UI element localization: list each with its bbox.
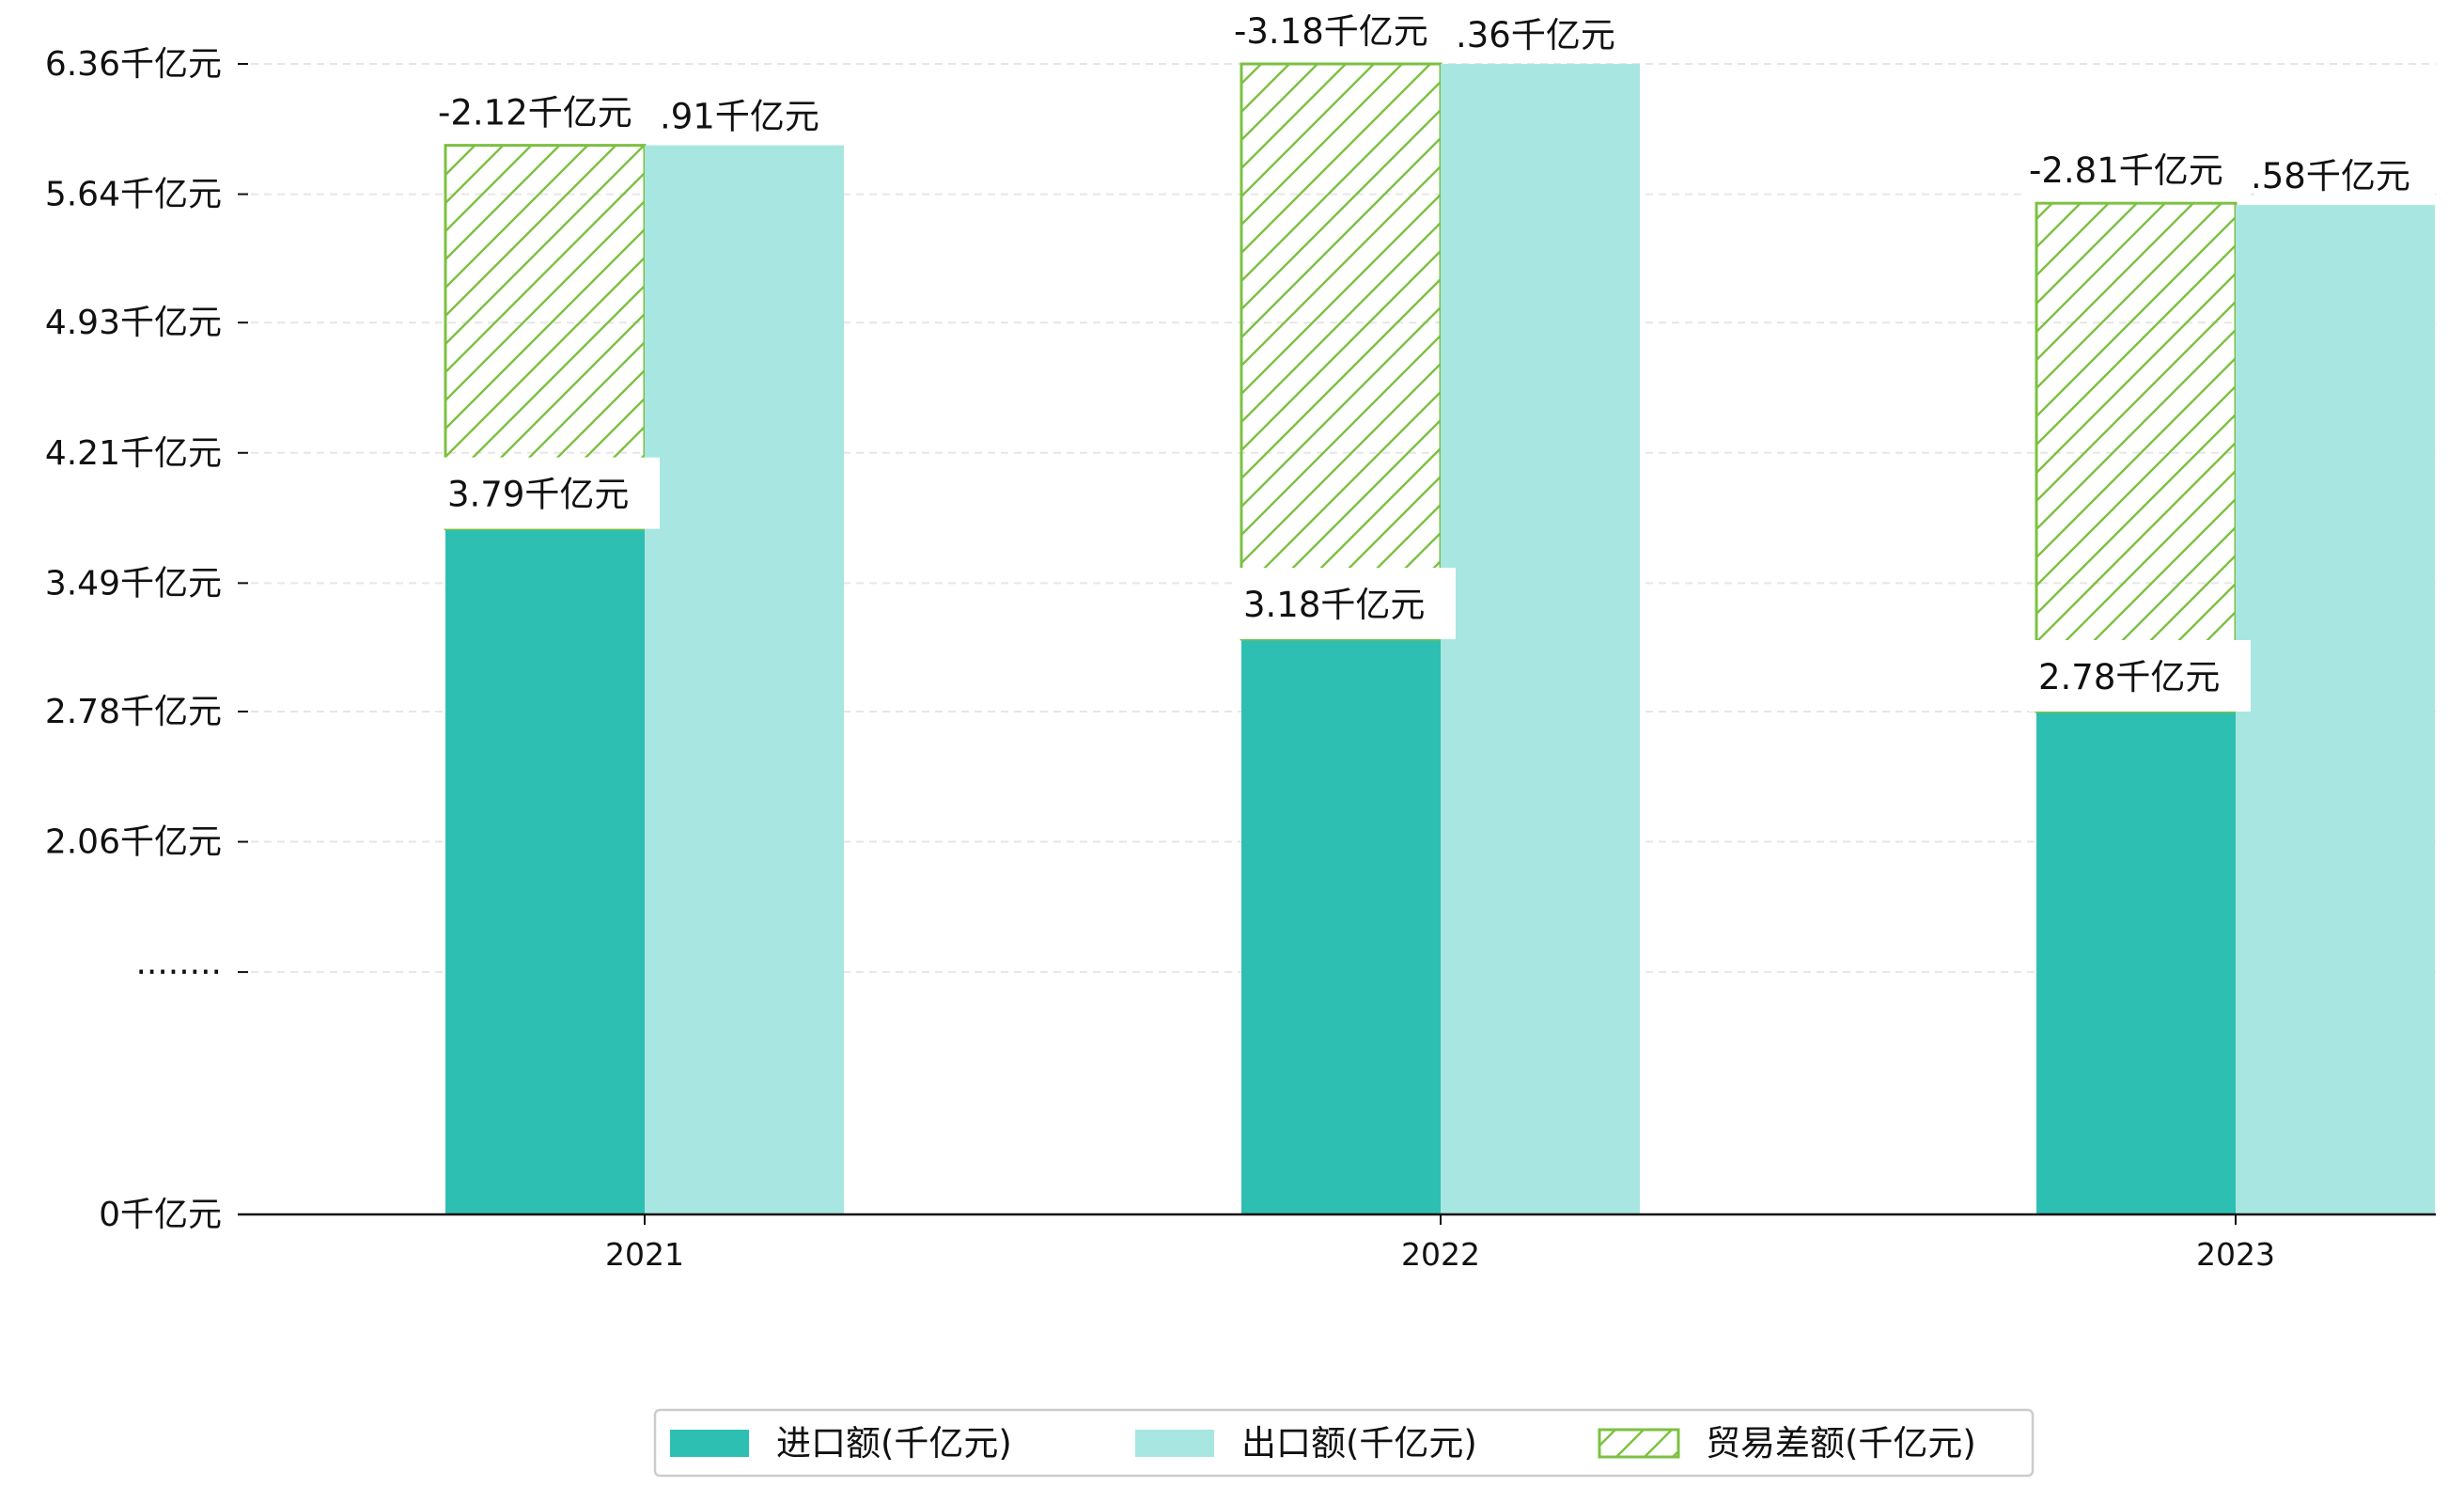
balance-value-label: -2.12千亿元 — [438, 93, 632, 133]
y-tick-label: 4.21千亿元 — [45, 434, 222, 473]
y-tick-label: 2.78千亿元 — [45, 693, 222, 731]
trade-balance-bar — [1240, 62, 1443, 641]
legend-box — [653, 1408, 2035, 1478]
y-tick-label: ········ — [135, 953, 222, 992]
export-label-bg — [663, 94, 842, 138]
import-bar — [445, 528, 645, 1214]
export-value-label: .58千亿元 — [2251, 156, 2410, 196]
balance-label-bg — [1230, 8, 1452, 60]
import-bar — [2036, 711, 2236, 1214]
legend-label: 贸易差额(千亿元) — [1706, 1423, 1976, 1464]
legend-label: 出口额(千亿元) — [1241, 1423, 1477, 1464]
import-value-label: 3.79千亿元 — [447, 475, 629, 515]
balance-value-label: -3.18千亿元 — [1234, 11, 1428, 52]
legend-swatch — [670, 1430, 749, 1457]
data-labels: .91千亿元 -2.12千亿元 3.79千亿元 .36千亿元 -3.18千亿元 3.18千… — [434, 8, 2433, 712]
axes: 0千亿元 ········ 2.06千亿元 2.78千亿元 3.49千亿元 4.21千亿元… — [45, 45, 2436, 1273]
legend-swatch — [1135, 1430, 1214, 1457]
export-value-label: .36千亿元 — [1456, 15, 1615, 55]
y-tick-label: 4.93千亿元 — [45, 304, 222, 342]
y-tick-label: 3.49千亿元 — [45, 564, 222, 603]
x-tick-label: 2021 — [605, 1236, 684, 1273]
y-tick-label: 5.64千亿元 — [45, 176, 222, 214]
import-label-bg — [2029, 639, 2251, 712]
balance-value-label: -2.81千亿元 — [2029, 150, 2223, 191]
export-bar — [2236, 205, 2435, 1215]
x-tick-label: 2022 — [1401, 1236, 1480, 1273]
export-bar — [645, 145, 844, 1215]
legend-label: 进口额(千亿元) — [776, 1423, 1012, 1464]
import-value-label: 2.78千亿元 — [2038, 657, 2220, 697]
import-label-bg — [1234, 568, 1456, 639]
balance-label-bg — [2025, 147, 2247, 200]
export-label-bg — [1459, 13, 1638, 56]
balance-label-bg — [434, 88, 656, 142]
legend-swatch — [1598, 1428, 1680, 1459]
y-tick-label: 2.06千亿元 — [45, 823, 222, 862]
legend: 进口额(千亿元) 出口额(千亿元) 贸易差额(千亿元) — [653, 1408, 2035, 1478]
y-tick-label: 0千亿元 — [99, 1196, 222, 1234]
y-tick-label: 6.36千亿元 — [45, 45, 222, 84]
export-bar — [1441, 64, 1640, 1214]
x-tick-label: 2023 — [2196, 1236, 2275, 1273]
export-label-bg — [2254, 154, 2433, 198]
import-value-label: 3.18千亿元 — [1243, 585, 1425, 625]
export-value-label: .91千亿元 — [660, 97, 819, 137]
trade-balance-bar — [2035, 201, 2238, 713]
import-bar — [1241, 639, 1441, 1214]
import-label-bg — [438, 457, 660, 529]
